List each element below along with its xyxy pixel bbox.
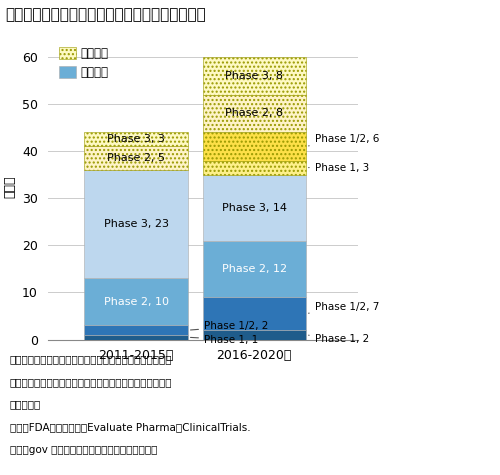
Bar xyxy=(84,132,188,146)
Text: 注：ピボタル試験が複数ある場合、早期の臨床試験相を集: 注：ピボタル試験が複数ある場合、早期の臨床試験相を集 xyxy=(10,354,172,364)
Text: 表す。: 表す。 xyxy=(10,399,41,409)
Text: Phase 3, 8: Phase 3, 8 xyxy=(225,71,283,81)
Text: gov をもとに医薬産業政策研究所にて作成: gov をもとに医薬産業政策研究所にて作成 xyxy=(10,445,158,455)
Text: 計、黄色系メッシュが新興企業、青色系が製薬企業を: 計、黄色系メッシュが新興企業、青色系が製薬企業を xyxy=(10,377,172,387)
Text: Phase 1/2, 6: Phase 1/2, 6 xyxy=(308,134,379,146)
Bar xyxy=(60,48,76,59)
Text: Phase 2, 10: Phase 2, 10 xyxy=(104,297,168,307)
Bar xyxy=(202,241,306,297)
Text: Phase 2, 5: Phase 2, 5 xyxy=(107,153,165,163)
Text: 出所：FDAの公開情報、Evaluate Pharma、ClinicalTrials.: 出所：FDAの公開情報、Evaluate Pharma、ClinicalTria… xyxy=(10,422,250,432)
Text: Phase 1/2, 7: Phase 1/2, 7 xyxy=(308,302,379,313)
Y-axis label: 品目数: 品目数 xyxy=(3,175,16,198)
Bar xyxy=(202,161,306,175)
Text: Phase 1, 1: Phase 1, 1 xyxy=(190,334,258,345)
Bar xyxy=(202,330,306,340)
Text: Phase 3, 3: Phase 3, 3 xyxy=(107,134,165,144)
Bar xyxy=(84,278,188,325)
Bar xyxy=(202,297,306,330)
Text: 新興企業: 新興企業 xyxy=(80,47,108,60)
Text: Phase 1/2, 2: Phase 1/2, 2 xyxy=(190,322,268,332)
Bar xyxy=(84,325,188,335)
Bar xyxy=(202,57,306,95)
Text: 図１　抗悪性腫瘍剤の申請企業とピボタル試験相: 図１ 抗悪性腫瘍剤の申請企業とピボタル試験相 xyxy=(5,7,206,22)
Text: 製薬企業: 製薬企業 xyxy=(80,66,108,79)
Bar xyxy=(202,95,306,132)
Text: Phase 1, 2: Phase 1, 2 xyxy=(308,333,369,344)
Bar xyxy=(60,66,76,78)
Bar xyxy=(84,335,188,340)
Text: Phase 2, 8: Phase 2, 8 xyxy=(225,108,283,118)
Text: Phase 3, 23: Phase 3, 23 xyxy=(104,219,168,229)
Bar xyxy=(202,175,306,241)
Bar xyxy=(84,170,188,278)
Bar xyxy=(84,146,188,170)
Bar xyxy=(202,132,306,161)
Text: Phase 3, 14: Phase 3, 14 xyxy=(222,203,286,213)
Text: Phase 1, 3: Phase 1, 3 xyxy=(308,162,369,172)
Text: Phase 2, 12: Phase 2, 12 xyxy=(222,264,286,274)
